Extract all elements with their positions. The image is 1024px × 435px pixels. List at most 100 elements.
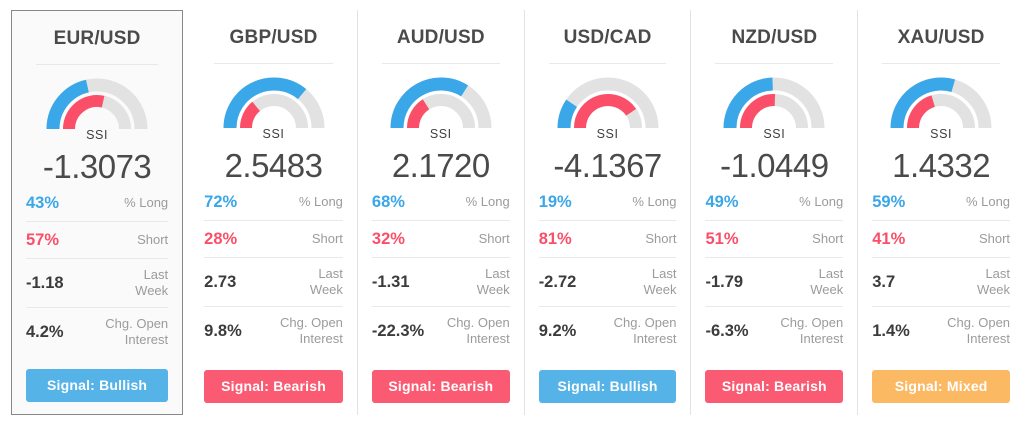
signal-slot: Signal: Mixed (872, 370, 1011, 415)
long-percent-value: 68% (371, 192, 405, 211)
short-percent-value: 41% (872, 229, 906, 248)
stat-row: 68% % Long (372, 186, 510, 220)
last-week-label: Last Week (977, 266, 1011, 297)
signal-slot: Signal: Bearish (204, 370, 343, 415)
stat-row: 81% Short (538, 220, 677, 257)
long-percent-label: % Long (965, 194, 1011, 209)
stat-row: 41% Short (872, 220, 1011, 257)
chg-open-interest-label: Chg. Open Interest (280, 315, 343, 346)
gauge-container: SSI (539, 70, 677, 144)
chg-open-interest-label: Chg. Open Interest (780, 315, 844, 346)
last-week-label: Last Week (810, 266, 844, 297)
long-percent-value: 49% (705, 192, 739, 211)
chg-open-interest-label: Chg. Open Interest (105, 316, 169, 347)
stat-row: 9.8% Chg. Open Interest (204, 306, 343, 355)
long-percent-label: % Long (465, 194, 510, 209)
long-percent-value: 72% (204, 192, 238, 211)
chg-open-interest-label: Chg. Open Interest (446, 315, 510, 346)
last-week-label: Last Week (309, 266, 343, 297)
gauge-ssi-label: SSI (262, 127, 285, 141)
ssi-gauge (390, 77, 492, 129)
long-percent-label: % Long (632, 194, 677, 209)
signal-slot: Signal: Bearish (371, 370, 510, 415)
gauge-inner-short-arc (740, 94, 776, 129)
stat-row: 4.2% Chg. Open Interest (26, 307, 169, 356)
signal-slot: Signal: Bullish (538, 370, 677, 415)
stat-row: 51% Short (705, 220, 844, 257)
last-week-value: -1.18 (26, 273, 64, 292)
gauge-outer-long-arc (890, 77, 956, 129)
last-week-value: -1.31 (371, 272, 410, 291)
ssi-gauge (557, 77, 659, 129)
pair-card-xau-usd[interactable]: XAU/USD SSI 1.4332 59% % Long 41% Short 3.7 Last… (857, 10, 1024, 415)
card-title: USD/CAD (563, 27, 652, 48)
gauge-outer-long-arc (390, 77, 468, 129)
gauge-container: SSI (872, 70, 1010, 144)
chg-open-interest-value: -6.3% (705, 321, 749, 340)
signal-button[interactable]: Signal: Bearish (705, 370, 844, 403)
stat-row: -1.18 Last Week (26, 258, 169, 307)
title-divider (214, 63, 333, 64)
gauge-ssi-label: SSI (596, 127, 619, 141)
long-percent-label: % Long (799, 194, 844, 209)
chg-open-interest-value: 4.2% (26, 322, 64, 341)
last-week-value: -2.72 (538, 272, 577, 291)
gauge-inner-short-arc (573, 94, 636, 129)
ssi-value: 2.5483 (224, 147, 323, 184)
gauge-outer-long-arc (46, 79, 90, 130)
pair-card-eur-usd[interactable]: EUR/USD SSI -1.3073 43% % Long 57% Short -1.18 L… (11, 10, 184, 415)
pair-card-usd-cad[interactable]: USD/CAD SSI -4.1367 19% % Long 81% Short -2.72 L… (523, 10, 691, 415)
gauge-outer-long-arc (723, 77, 774, 129)
chg-open-interest-value: 9.2% (538, 321, 577, 340)
gauge-container: SSI (372, 70, 510, 144)
title-divider (882, 63, 1001, 64)
chg-open-interest-label: Chg. Open Interest (613, 315, 677, 346)
short-percent-value: 28% (204, 229, 238, 248)
chg-open-interest-label: Chg. Open Interest (947, 315, 1011, 346)
stat-row: 72% % Long (204, 186, 343, 220)
signal-button[interactable]: Signal: Bearish (204, 370, 343, 403)
ssi-gauge (46, 78, 148, 130)
chg-open-interest-value: 1.4% (872, 321, 910, 340)
pair-card-nzd-usd[interactable]: NZD/USD SSI -1.0449 49% % Long 51% Short -1.79 L… (690, 10, 858, 415)
gauge-container: SSI (26, 71, 168, 145)
gauge-ssi-label: SSI (429, 127, 452, 141)
gauge-outer-long-arc (557, 99, 577, 129)
gauge-container: SSI (705, 70, 843, 144)
gauge-inner-short-arc (239, 101, 260, 129)
card-title: NZD/USD (731, 27, 818, 48)
gauge-inner-short-arc (406, 99, 430, 129)
stat-row: 49% % Long (705, 186, 843, 220)
ssi-value: -4.1367 (553, 147, 662, 184)
stat-row: -2.72 Last Week (538, 257, 677, 306)
gauge-ssi-label: SSI (86, 128, 109, 142)
pair-card-gbp-usd[interactable]: GBP/USD SSI 2.5483 72% % Long 28% Short 2.73 Las… (190, 10, 357, 415)
long-percent-label: % Long (298, 194, 343, 209)
signal-button[interactable]: Signal: Bearish (371, 370, 510, 403)
last-week-label: Last Week (643, 266, 677, 297)
short-percent-value: 57% (26, 230, 60, 249)
signal-button[interactable]: Signal: Mixed (872, 370, 1011, 403)
gauge-inner-short-arc (63, 95, 105, 130)
stat-row: -1.31 Last Week (371, 257, 510, 306)
short-percent-value: 81% (538, 229, 572, 248)
pair-card-aud-usd[interactable]: AUD/USD SSI 2.1720 68% % Long 32% Short -1.31 La… (356, 10, 524, 415)
stat-row: 59% % Long (872, 186, 1010, 220)
signal-slot: Signal: Bullish (26, 369, 169, 414)
gauge-ssi-label: SSI (930, 127, 953, 141)
card-title: EUR/USD (53, 28, 141, 49)
ssi-gauge (723, 77, 825, 129)
ssi-value: -1.3073 (42, 148, 152, 185)
signal-button[interactable]: Signal: Bullish (538, 370, 677, 403)
stat-row: 1.4% Chg. Open Interest (872, 306, 1011, 355)
signal-button[interactable]: Signal: Bullish (26, 369, 169, 402)
last-week-label: Last Week (135, 267, 169, 298)
short-percent-label: Short (311, 231, 343, 246)
signal-slot: Signal: Bearish (705, 370, 844, 415)
title-divider (715, 63, 834, 64)
last-week-label: Last Week (476, 266, 510, 297)
title-divider (548, 63, 667, 64)
card-title: GBP/USD (229, 27, 318, 48)
short-percent-label: Short (812, 231, 844, 246)
